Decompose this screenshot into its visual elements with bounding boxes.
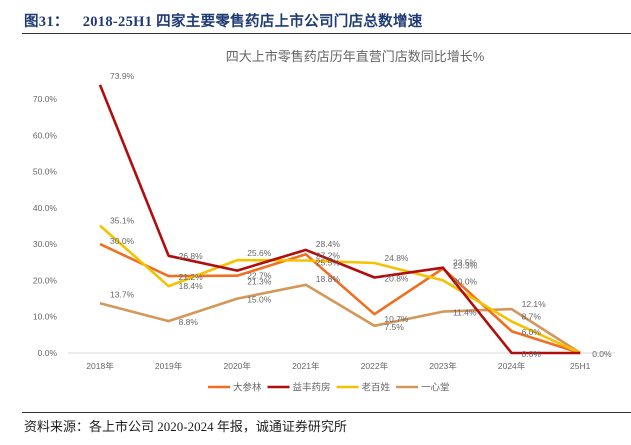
data-label: 18.8% [316, 274, 341, 284]
data-label: 24.8% [384, 253, 409, 263]
legend-label: 大参林 [233, 382, 262, 394]
legend-label: 一心堂 [421, 382, 450, 394]
data-label: 13.7% [110, 289, 135, 299]
y-tick-label: 0.0% [38, 348, 58, 358]
data-label: 35.1% [110, 216, 135, 226]
data-label: 20.8% [384, 274, 409, 284]
x-tick-label: 25H1 [570, 361, 591, 371]
data-label: 26.8% [179, 251, 204, 261]
chart-title: 四大上市零售药店历年直营门店数同比增长% [226, 49, 485, 64]
data-label: 27.2% [316, 250, 341, 260]
data-label: 20.0% [453, 276, 478, 286]
x-tick-label: 2024年 [498, 361, 526, 371]
x-tick-label: 2020年 [223, 361, 251, 371]
data-label: 11.4% [453, 308, 477, 318]
source-note: 资料来源：各上市公司 2020-2024 年报，诚通证券研究所 [24, 419, 347, 434]
data-label: 12.1% [522, 299, 547, 309]
data-label: 23.3% [453, 260, 478, 270]
y-tick-label: 40.0% [33, 203, 58, 213]
x-axis: 2018年 2019年 2020年 2021年 2022年 2023年 2024年 25H1 [86, 361, 590, 371]
y-axis: 0.0% 10.0% 20.0% 30.0% 40.0% 50.0% 60.0% 70.0% [33, 94, 58, 358]
data-label: 73.9% [110, 71, 135, 81]
data-label: 8.8% [179, 317, 199, 327]
legend-label: 益丰药房 [293, 382, 331, 394]
data-label: 7.5% [384, 322, 404, 332]
data-labels: 30.0% 21.2% 21.3% 27.2% 10.7% 23.3% 6.0% 73.9% 2… [110, 71, 612, 359]
y-tick-label: 50.0% [33, 167, 58, 177]
data-label: 0.0% [522, 349, 542, 359]
figure-title: 图31： 2018-25H1 四家主要零售药店上市公司门店总数增速 [24, 10, 423, 31]
line-chart: 四大上市零售药店历年直营门店数同比增长% 0.0%10.0%20.0%30.0%… [33, 49, 615, 394]
data-label: 8.7% [522, 311, 542, 321]
figure-number: 图31： [24, 14, 69, 30]
data-label: 15.0% [247, 295, 272, 305]
y-tick-label: 70.0% [33, 94, 58, 104]
data-label: 23.5% [453, 258, 478, 268]
series-lines [98, 84, 581, 355]
data-label: 0.0% [592, 349, 612, 359]
x-tick-label: 2021年 [292, 361, 320, 371]
data-label: 18.4% [179, 281, 204, 291]
data-label: 10.7% [384, 314, 409, 324]
data-label: 21.2% [179, 272, 204, 282]
data-label: 25.6% [247, 248, 272, 258]
x-tick-label: 2018年 [86, 361, 114, 371]
title-rule [22, 33, 631, 34]
data-label: 6.0% [522, 327, 542, 337]
data-label: 30.0% [110, 236, 135, 246]
source-rule [22, 412, 631, 413]
series-line-2 [98, 84, 581, 355]
x-tick-label: 2023年 [429, 361, 457, 371]
y-tick-label: 30.0% [33, 239, 58, 249]
data-label: 22.7% [247, 271, 272, 281]
x-tick-label: 2022年 [361, 361, 389, 371]
data-label: 21.3% [247, 277, 272, 287]
y-tick-label: 60.0% [33, 130, 58, 140]
series-line-1 [99, 242, 581, 355]
legend-label: 老百姓 [362, 382, 391, 394]
y-tick-label: 20.0% [33, 275, 58, 285]
x-tick-label: 2019年 [155, 361, 183, 371]
data-label: 28.4% [316, 239, 341, 249]
series-line-4 [99, 283, 581, 355]
series-line-3 [99, 224, 581, 355]
data-label: 25.5% [316, 257, 341, 267]
y-tick-label: 10.0% [33, 312, 58, 322]
figure-title-text: 2018-25H1 四家主要零售药店上市公司门店总数增速 [82, 14, 423, 30]
legend: 大参林 益丰药房 老百姓 一心堂 [208, 382, 450, 394]
